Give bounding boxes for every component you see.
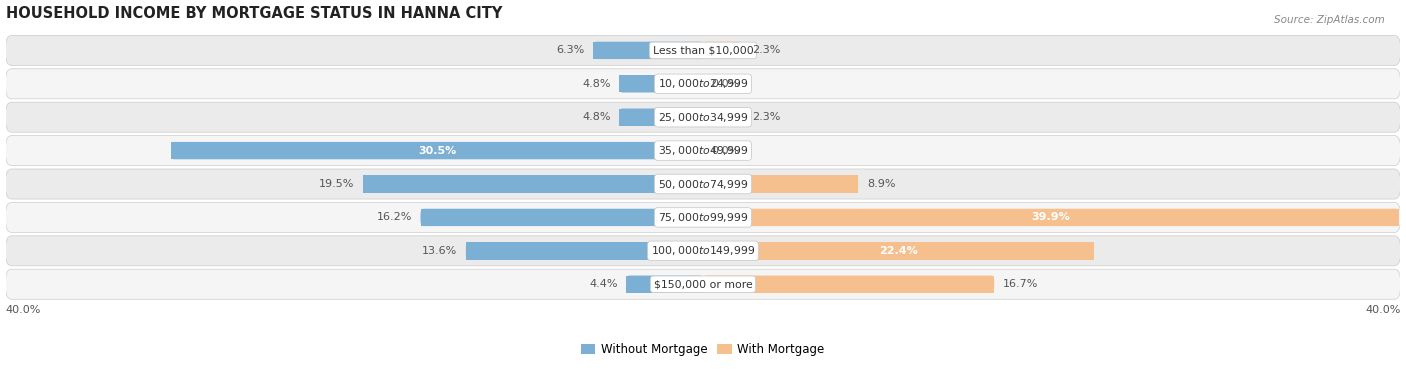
Bar [593, 42, 703, 59]
Bar [619, 109, 703, 126]
Text: $150,000 or more: $150,000 or more [654, 279, 752, 289]
FancyBboxPatch shape [420, 209, 703, 226]
Bar [172, 142, 703, 159]
Bar [703, 209, 1399, 226]
Text: 2.3%: 2.3% [752, 112, 780, 122]
Text: 0.0%: 0.0% [711, 146, 740, 156]
Text: 8.9%: 8.9% [868, 179, 896, 189]
Text: 4.8%: 4.8% [582, 79, 610, 89]
Text: Less than $10,000: Less than $10,000 [652, 45, 754, 55]
FancyBboxPatch shape [6, 35, 1400, 66]
FancyBboxPatch shape [703, 42, 744, 59]
Bar [703, 276, 994, 293]
Text: HOUSEHOLD INCOME BY MORTGAGE STATUS IN HANNA CITY: HOUSEHOLD INCOME BY MORTGAGE STATUS IN H… [6, 6, 502, 21]
Bar [465, 242, 703, 259]
Text: $35,000 to $49,999: $35,000 to $49,999 [658, 144, 748, 157]
Text: Source: ZipAtlas.com: Source: ZipAtlas.com [1274, 15, 1385, 25]
FancyBboxPatch shape [6, 102, 1400, 132]
Text: 16.7%: 16.7% [1002, 279, 1038, 289]
Bar [703, 175, 858, 193]
FancyBboxPatch shape [626, 276, 703, 293]
FancyBboxPatch shape [593, 42, 703, 59]
Text: 22.4%: 22.4% [879, 246, 918, 256]
Bar [703, 109, 744, 126]
Text: 4.8%: 4.8% [582, 112, 610, 122]
FancyBboxPatch shape [6, 269, 1400, 299]
Bar [703, 42, 744, 59]
FancyBboxPatch shape [703, 109, 744, 126]
FancyBboxPatch shape [6, 69, 1400, 99]
Text: $10,000 to $24,999: $10,000 to $24,999 [658, 77, 748, 90]
FancyBboxPatch shape [703, 209, 1399, 226]
Text: $100,000 to $149,999: $100,000 to $149,999 [651, 244, 755, 257]
FancyBboxPatch shape [6, 202, 1400, 233]
Text: 13.6%: 13.6% [422, 246, 457, 256]
FancyBboxPatch shape [172, 142, 703, 159]
FancyBboxPatch shape [703, 276, 994, 293]
Text: 6.3%: 6.3% [557, 45, 585, 55]
Text: 19.5%: 19.5% [319, 179, 354, 189]
FancyBboxPatch shape [619, 75, 703, 92]
Text: 4.4%: 4.4% [589, 279, 617, 289]
FancyBboxPatch shape [703, 175, 858, 193]
Text: 0.0%: 0.0% [711, 79, 740, 89]
Text: 2.3%: 2.3% [752, 45, 780, 55]
Bar [420, 209, 703, 226]
FancyBboxPatch shape [6, 236, 1400, 266]
Text: $75,000 to $99,999: $75,000 to $99,999 [658, 211, 748, 224]
Text: 40.0%: 40.0% [1365, 305, 1400, 315]
FancyBboxPatch shape [465, 242, 703, 259]
Text: $25,000 to $34,999: $25,000 to $34,999 [658, 111, 748, 124]
Bar [626, 276, 703, 293]
FancyBboxPatch shape [6, 136, 1400, 166]
Text: 16.2%: 16.2% [377, 212, 412, 222]
Bar [703, 242, 1094, 259]
Bar [363, 175, 703, 193]
Text: 40.0%: 40.0% [6, 305, 41, 315]
Legend: Without Mortgage, With Mortgage: Without Mortgage, With Mortgage [576, 339, 830, 361]
FancyBboxPatch shape [703, 242, 1094, 259]
Text: 30.5%: 30.5% [418, 146, 456, 156]
Text: 39.9%: 39.9% [1032, 212, 1070, 222]
FancyBboxPatch shape [6, 169, 1400, 199]
FancyBboxPatch shape [619, 109, 703, 126]
FancyBboxPatch shape [363, 175, 703, 193]
Bar [619, 75, 703, 92]
Text: $50,000 to $74,999: $50,000 to $74,999 [658, 178, 748, 190]
